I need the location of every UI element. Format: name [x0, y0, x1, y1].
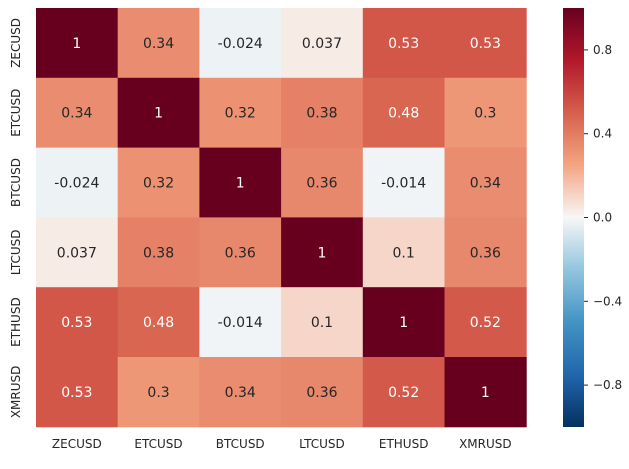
heatmap-cell	[117, 217, 200, 288]
heatmap-cell	[281, 217, 364, 288]
cell-value-label: -0.024	[54, 176, 99, 192]
colorbar-tick-label: −0.4	[593, 294, 622, 308]
heatmap-cell	[362, 8, 445, 79]
colorbar: 0.8 0.4 0.0 −0.4 −0.8	[563, 8, 622, 427]
cell-value-label: 0.3	[147, 385, 169, 401]
heatmap-cell	[117, 147, 200, 218]
heatmap-cell-labels: 1 0.34 -0.024 0.037 0.53 0.53 0.34 1 0.32 0.38 0.4…	[54, 36, 501, 401]
colorbar-tick-label: 0.4	[593, 127, 612, 141]
cell-value-label: 0.32	[143, 176, 174, 192]
cell-value-label: -0.024	[218, 36, 263, 52]
heatmap-cell	[281, 77, 364, 149]
heatmap-cell	[36, 287, 119, 358]
cell-value-label: 0.48	[143, 315, 174, 331]
cell-value-label: 1	[154, 106, 163, 122]
cell-value-label: 0.3	[474, 106, 496, 122]
heatmap-cell	[444, 357, 527, 428]
cell-value-label: 1	[236, 176, 245, 192]
x-tick-label: BTCUSD	[216, 437, 265, 451]
y-tick-label: ETHUSD	[9, 297, 23, 347]
x-tick-label: ZECUSD	[52, 437, 102, 451]
heatmap-cell	[362, 287, 445, 358]
colorbar-gradient	[563, 8, 584, 427]
cell-value-label: 1	[72, 36, 81, 52]
cell-value-label: 0.52	[388, 385, 419, 401]
cell-value-label: 0.52	[470, 315, 501, 331]
heatmap-cell	[444, 8, 527, 79]
heatmap-cell	[36, 8, 119, 79]
cell-value-label: 1	[481, 385, 490, 401]
y-axis-tick-labels: ZECUSD ETCUSD BTCUSD LTCUSD ETHUSD XMRUSD	[9, 18, 23, 418]
cell-value-label: 0.1	[311, 315, 333, 331]
colorbar-tick-label: 0.8	[593, 43, 612, 57]
heatmap-cell	[362, 147, 445, 218]
cell-value-label: 0.1	[393, 245, 415, 261]
y-tick-label: LTCUSD	[9, 229, 23, 275]
x-tick-label: ETCUSD	[134, 437, 182, 451]
heatmap-cell	[117, 357, 200, 428]
heatmap-cell	[362, 217, 445, 288]
cell-value-label: 0.38	[306, 106, 337, 122]
heatmap-cell	[199, 147, 282, 218]
cell-value-label: 0.037	[57, 245, 97, 261]
cell-value-label: 1	[317, 245, 326, 261]
heatmap-cell	[362, 77, 445, 149]
cell-value-label: 0.53	[61, 385, 92, 401]
heatmap-cell	[199, 8, 282, 79]
colorbar-tick-label: −0.8	[593, 378, 622, 392]
cell-value-label: 0.34	[225, 385, 256, 401]
cell-value-label: 1	[399, 315, 408, 331]
heatmap-cell	[199, 357, 282, 428]
heatmap-cell	[362, 357, 445, 428]
heatmap-cell	[36, 217, 119, 288]
heatmap-cell	[444, 287, 527, 358]
cell-value-label: -0.014	[218, 315, 263, 331]
heatmap-cell	[36, 357, 119, 428]
heatmap-cells	[36, 8, 527, 428]
cell-value-label: 0.037	[302, 36, 342, 52]
cell-value-label: 0.53	[388, 36, 419, 52]
heatmap-cell	[199, 217, 282, 288]
heatmap-cell	[117, 287, 200, 358]
heatmap-cell	[281, 147, 364, 218]
cell-value-label: 0.34	[143, 36, 174, 52]
y-tick-label: BTCUSD	[9, 158, 23, 207]
colorbar-tick-label: 0.0	[593, 211, 612, 225]
cell-value-label: 0.36	[225, 245, 256, 261]
heatmap-cell	[281, 287, 364, 358]
heatmap-cell	[281, 357, 364, 428]
heatmap-cell	[444, 217, 527, 288]
heatmap-cell	[199, 77, 282, 149]
heatmap-cell	[444, 77, 527, 149]
cell-value-label: 0.36	[306, 176, 337, 192]
heatmap-cell	[199, 287, 282, 358]
cell-value-label: 0.48	[388, 106, 419, 122]
cell-value-label: 0.34	[61, 106, 92, 122]
heatmap-cell	[36, 147, 119, 218]
cell-value-label: 0.36	[306, 385, 337, 401]
y-tick-label: ZECUSD	[9, 18, 23, 68]
cell-value-label: -0.014	[381, 176, 426, 192]
cell-value-label: 0.38	[143, 245, 174, 261]
x-tick-label: LTCUSD	[299, 437, 345, 451]
y-tick-label: ETCUSD	[9, 89, 23, 137]
cell-value-label: 0.36	[470, 245, 501, 261]
cell-value-label: 0.53	[61, 315, 92, 331]
heatmap-cell	[36, 77, 119, 149]
x-axis-tick-labels: ZECUSD ETCUSD BTCUSD LTCUSD ETHUSD XMRUSD	[52, 437, 512, 451]
heatmap-cell	[444, 147, 527, 218]
y-tick-label: XMRUSD	[9, 366, 23, 419]
x-tick-label: XMRUSD	[459, 437, 512, 451]
heatmap-cell	[117, 77, 200, 149]
cell-value-label: 0.34	[470, 176, 501, 192]
heatmap-cell	[281, 8, 364, 79]
cell-value-label: 0.53	[470, 36, 501, 52]
x-tick-label: ETHUSD	[379, 437, 429, 451]
cell-value-label: 0.32	[225, 106, 256, 122]
heatmap-cell	[117, 8, 200, 79]
